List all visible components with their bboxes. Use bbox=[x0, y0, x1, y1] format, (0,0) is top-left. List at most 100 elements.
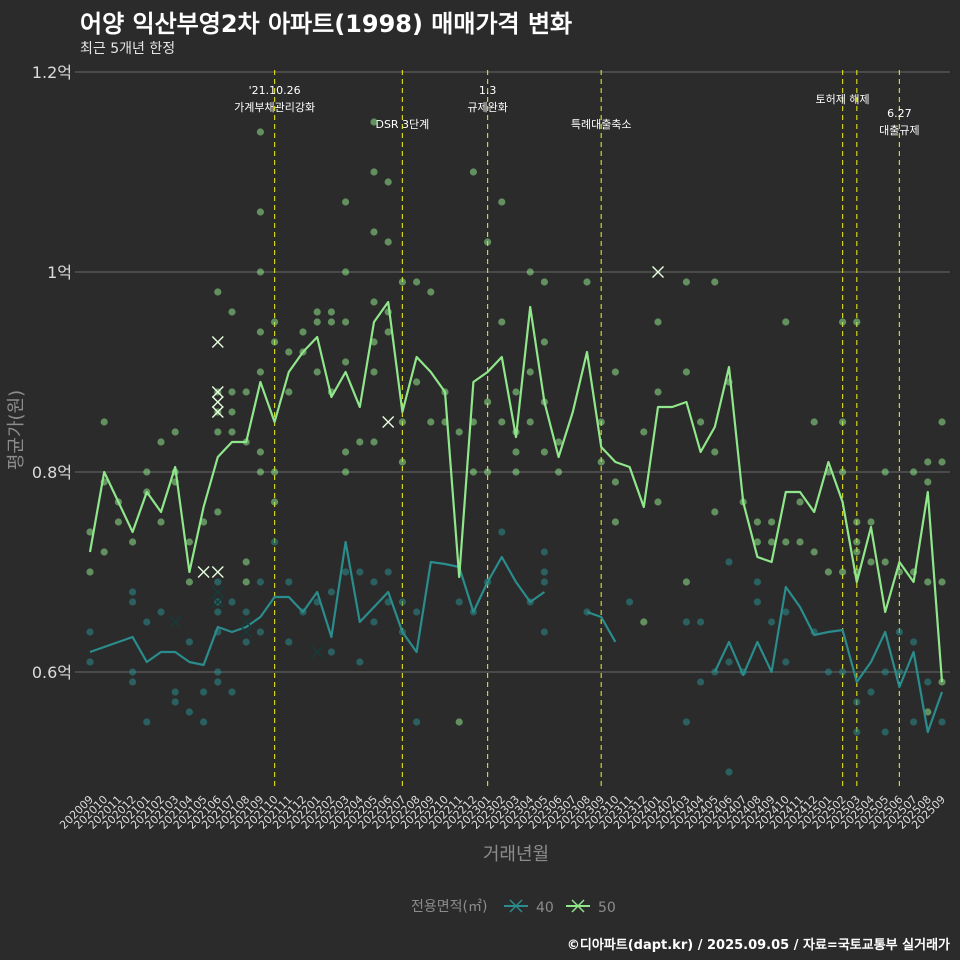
data-point bbox=[256, 328, 264, 336]
event-label: 규제완화 bbox=[467, 101, 507, 114]
data-point bbox=[129, 668, 137, 676]
data-point bbox=[853, 318, 861, 326]
data-point bbox=[185, 538, 193, 546]
data-point bbox=[242, 558, 250, 566]
data-point bbox=[611, 478, 620, 486]
data-point bbox=[768, 518, 776, 526]
data-point bbox=[313, 318, 321, 326]
x-marker bbox=[211, 336, 224, 348]
x-marker-stroke bbox=[382, 416, 395, 428]
data-point bbox=[540, 278, 549, 286]
series-line-50 bbox=[88, 300, 944, 683]
data-point bbox=[299, 328, 307, 336]
x-marker bbox=[211, 406, 224, 418]
data-point bbox=[285, 638, 293, 646]
data-point bbox=[370, 438, 378, 446]
data-point bbox=[157, 518, 165, 526]
data-point bbox=[853, 548, 861, 556]
x-marker bbox=[382, 416, 395, 428]
data-point bbox=[214, 508, 222, 516]
data-point bbox=[86, 658, 94, 666]
data-point bbox=[100, 548, 108, 556]
data-point bbox=[540, 338, 549, 346]
data-point bbox=[782, 538, 790, 546]
x-marker bbox=[197, 566, 210, 578]
x-marker-stroke bbox=[211, 596, 224, 608]
x-marker-stroke bbox=[211, 386, 224, 398]
data-point bbox=[824, 668, 833, 676]
data-point bbox=[271, 468, 279, 476]
data-point bbox=[157, 608, 165, 616]
data-point bbox=[839, 418, 847, 426]
data-point bbox=[682, 618, 691, 626]
data-point bbox=[370, 298, 378, 306]
data-point bbox=[342, 468, 350, 476]
data-point bbox=[86, 568, 94, 576]
x-marker bbox=[211, 396, 224, 408]
data-point bbox=[455, 598, 463, 606]
data-point bbox=[86, 628, 94, 636]
x-axis-title: 거래년월 bbox=[483, 844, 549, 865]
legend-label: 40 bbox=[536, 900, 554, 916]
data-point bbox=[356, 568, 364, 576]
data-point bbox=[526, 368, 534, 376]
data-point bbox=[881, 468, 889, 476]
data-point bbox=[398, 278, 406, 286]
data-point bbox=[342, 318, 350, 326]
data-point bbox=[370, 168, 378, 176]
data-point bbox=[753, 598, 762, 606]
data-point bbox=[725, 558, 733, 566]
data-point bbox=[682, 578, 691, 586]
x-marker bbox=[240, 626, 253, 638]
data-point bbox=[512, 468, 520, 476]
data-point bbox=[782, 658, 790, 666]
data-point bbox=[256, 448, 264, 456]
data-point bbox=[824, 568, 833, 576]
data-point bbox=[839, 318, 847, 326]
data-point bbox=[228, 598, 236, 606]
data-point bbox=[498, 418, 506, 426]
x-marker-stroke bbox=[211, 566, 224, 578]
data-point bbox=[697, 418, 705, 426]
data-point bbox=[256, 368, 264, 376]
data-point bbox=[853, 538, 861, 546]
series-line-40 bbox=[713, 585, 944, 734]
legend-item-40: 40 bbox=[504, 899, 554, 916]
data-point bbox=[753, 578, 762, 586]
data-point bbox=[242, 388, 250, 396]
x-marker bbox=[240, 616, 253, 628]
data-point bbox=[938, 418, 946, 426]
data-point bbox=[228, 308, 236, 316]
data-point bbox=[910, 468, 918, 476]
data-point bbox=[228, 408, 236, 416]
x-marker bbox=[211, 386, 224, 398]
data-point bbox=[413, 278, 421, 286]
data-point bbox=[938, 578, 946, 586]
data-point bbox=[384, 568, 392, 576]
data-point bbox=[214, 288, 222, 296]
legend-x-icon bbox=[571, 899, 585, 913]
data-point bbox=[342, 268, 350, 276]
x-marker-stroke bbox=[240, 626, 253, 638]
data-point bbox=[313, 308, 321, 316]
data-point bbox=[398, 418, 406, 426]
data-point bbox=[725, 768, 733, 776]
data-point bbox=[370, 578, 378, 586]
event-label: 가계부채관리강화 bbox=[234, 101, 315, 114]
data-point bbox=[285, 578, 293, 586]
data-point bbox=[455, 718, 463, 726]
data-point bbox=[214, 608, 222, 616]
data-point bbox=[356, 658, 364, 666]
data-point bbox=[484, 468, 492, 476]
data-point bbox=[200, 688, 208, 696]
data-point bbox=[853, 518, 861, 526]
data-point bbox=[611, 368, 620, 376]
data-point bbox=[555, 468, 563, 476]
data-point bbox=[185, 638, 193, 646]
data-point bbox=[725, 658, 733, 666]
data-point bbox=[782, 318, 790, 326]
legend-item-50: 50 bbox=[566, 899, 616, 916]
data-point bbox=[867, 688, 875, 696]
data-point bbox=[256, 268, 264, 276]
data-point bbox=[327, 588, 335, 596]
